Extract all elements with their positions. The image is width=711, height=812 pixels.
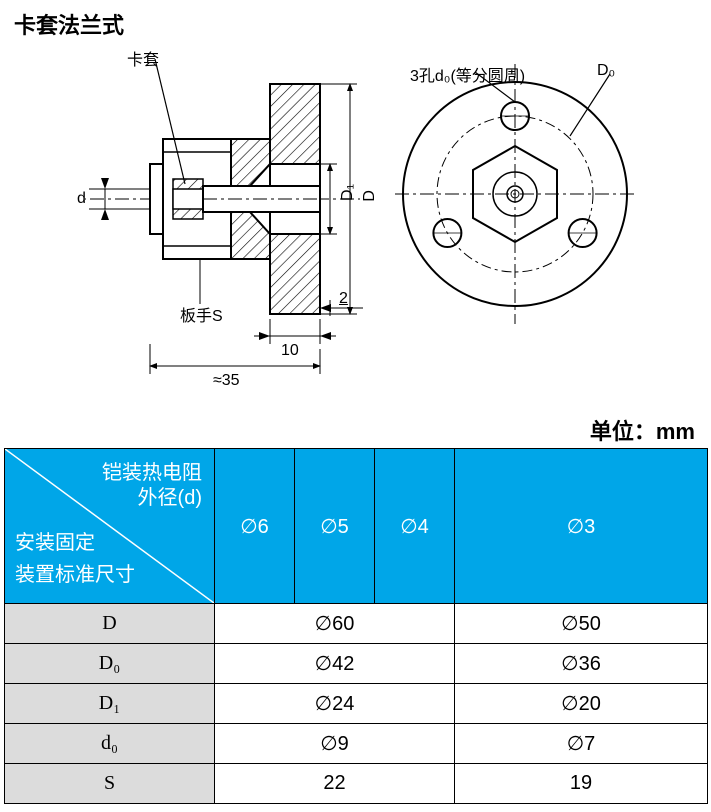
- section-view: [85, 59, 363, 374]
- header-bottom-label: 安装固定装置标准尺寸: [15, 527, 135, 591]
- header-corner: 铠装热电阻外径(d) 安装固定装置标准尺寸: [5, 449, 215, 604]
- label-dim10: 10: [281, 342, 299, 360]
- spec-table: 铠装热电阻外径(d) 安装固定装置标准尺寸 ∅6 ∅5 ∅4 ∅3 D ∅60 …: [4, 448, 708, 804]
- table-row: D₀ ∅42 ∅36: [5, 644, 708, 684]
- label-D0: D₀: [597, 62, 615, 80]
- row-label: D: [5, 604, 215, 644]
- cell: ∅20: [455, 684, 708, 724]
- label-ferrule: 卡套: [127, 46, 159, 70]
- row-label: S: [5, 764, 215, 804]
- label-dim2: 2: [339, 290, 348, 308]
- label-d: d: [77, 190, 86, 208]
- label-wrench: 板手S: [180, 302, 223, 326]
- cell: 19: [455, 764, 708, 804]
- label-D1: D₁: [339, 184, 357, 201]
- table-row: D ∅60 ∅50: [5, 604, 708, 644]
- front-view: [395, 64, 635, 324]
- cell: ∅42: [215, 644, 455, 684]
- cell: ∅36: [455, 644, 708, 684]
- label-holes: 3孔d₀(等分圆周): [410, 62, 525, 86]
- page-title: 卡套法兰式: [14, 8, 124, 40]
- engineering-diagram: 卡套 板手S 3孔d₀(等分圆周) D₀ d D D₁ 10 2 ≈35: [85, 44, 645, 404]
- cell: ∅9: [215, 724, 455, 764]
- table-header-row: 铠装热电阻外径(d) 安装固定装置标准尺寸 ∅6 ∅5 ∅4 ∅3: [5, 449, 708, 604]
- cell: ∅24: [215, 684, 455, 724]
- unit-label: 单位：mm: [590, 414, 695, 446]
- header-top-label: 铠装热电阻外径(d): [102, 461, 202, 511]
- row-label: D₁: [5, 684, 215, 724]
- label-D: D: [361, 190, 379, 202]
- col-head-6: ∅6: [215, 449, 295, 604]
- row-label: d₀: [5, 724, 215, 764]
- col-head-5: ∅5: [295, 449, 375, 604]
- table-row: S 22 19: [5, 764, 708, 804]
- cell: 22: [215, 764, 455, 804]
- col-head-3: ∅3: [455, 449, 708, 604]
- row-label: D₀: [5, 644, 215, 684]
- cell: ∅50: [455, 604, 708, 644]
- col-head-4: ∅4: [375, 449, 455, 604]
- cell: ∅7: [455, 724, 708, 764]
- table-row: D₁ ∅24 ∅20: [5, 684, 708, 724]
- label-dim35: ≈35: [213, 372, 240, 390]
- table-row: d₀ ∅9 ∅7: [5, 724, 708, 764]
- cell: ∅60: [215, 604, 455, 644]
